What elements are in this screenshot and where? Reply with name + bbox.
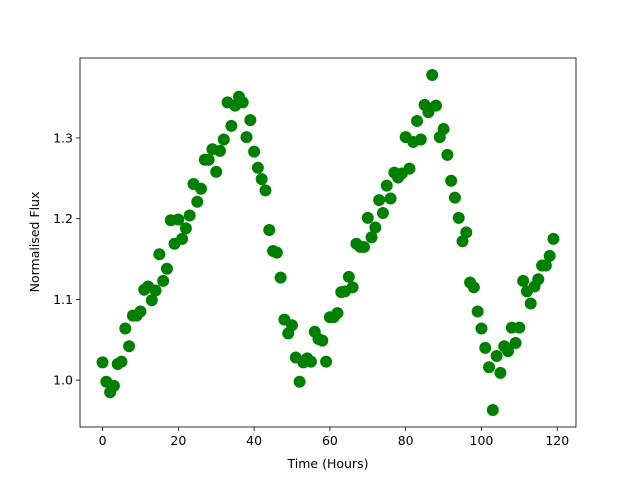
data-point xyxy=(304,355,317,368)
data-point xyxy=(172,213,185,226)
x-tick-label: 20 xyxy=(170,433,186,448)
data-point xyxy=(160,262,173,275)
data-point xyxy=(539,259,552,272)
data-point xyxy=(153,248,166,261)
data-point xyxy=(369,221,382,234)
data-point xyxy=(263,223,276,236)
data-point xyxy=(236,96,249,109)
data-point xyxy=(467,281,480,294)
data-point xyxy=(107,379,120,392)
data-point xyxy=(217,133,230,146)
data-point xyxy=(259,184,272,197)
y-tick-label: 1.0 xyxy=(53,373,73,388)
x-tick-label: 0 xyxy=(99,433,107,448)
data-point xyxy=(411,114,424,127)
x-tick-label: 60 xyxy=(322,433,338,448)
x-tick-label: 80 xyxy=(398,433,414,448)
data-point xyxy=(320,355,333,368)
x-tick-label: 120 xyxy=(545,433,569,448)
data-point xyxy=(210,165,223,178)
data-point xyxy=(145,294,158,307)
data-point xyxy=(240,131,253,144)
data-point xyxy=(490,349,503,362)
x-axis-label: Time (Hours) xyxy=(287,456,369,471)
data-point xyxy=(376,207,389,220)
data-point xyxy=(532,273,545,286)
data-point xyxy=(255,173,268,186)
data-point xyxy=(426,68,439,81)
data-point xyxy=(414,133,427,146)
data-point xyxy=(115,355,128,368)
data-point xyxy=(96,356,109,369)
data-point xyxy=(134,305,147,318)
data-point xyxy=(293,375,306,388)
data-point xyxy=(475,322,488,335)
data-point xyxy=(448,191,461,204)
x-tick-label: 40 xyxy=(246,433,262,448)
data-point xyxy=(251,161,264,174)
data-point xyxy=(365,231,378,244)
data-point xyxy=(543,249,556,262)
data-point xyxy=(437,123,450,136)
data-point xyxy=(524,297,537,310)
data-point xyxy=(373,194,386,207)
data-point xyxy=(361,211,374,224)
y-tick-label: 1.1 xyxy=(53,292,73,307)
data-point xyxy=(403,162,416,175)
y-axis-label: Normalised Flux xyxy=(27,192,42,293)
data-point xyxy=(342,270,355,283)
data-point xyxy=(445,174,458,187)
data-point xyxy=(471,305,484,318)
data-point xyxy=(270,246,283,259)
y-tick-label: 1.3 xyxy=(53,130,73,145)
data-point xyxy=(441,148,454,161)
data-point xyxy=(149,284,162,297)
plot-frame xyxy=(79,57,577,428)
data-point xyxy=(191,195,204,208)
data-point xyxy=(123,340,136,353)
data-point xyxy=(483,361,496,374)
data-point xyxy=(429,99,442,112)
data-point xyxy=(179,222,192,235)
data-point xyxy=(380,179,393,192)
data-point xyxy=(547,232,560,245)
data-point xyxy=(331,307,344,320)
data-point xyxy=(202,153,215,166)
data-point xyxy=(183,209,196,222)
data-point xyxy=(244,114,257,127)
data-point xyxy=(274,271,287,284)
data-point xyxy=(286,319,299,332)
data-point xyxy=(494,366,507,379)
data-point xyxy=(460,226,473,239)
data-point xyxy=(501,345,514,358)
data-point xyxy=(119,322,132,335)
data-point xyxy=(452,211,465,224)
y-tick-label: 1.2 xyxy=(53,211,73,226)
data-point xyxy=(357,240,370,253)
data-point xyxy=(214,144,227,157)
data-point xyxy=(176,232,189,245)
data-point xyxy=(384,192,397,205)
data-point xyxy=(316,334,329,347)
data-point xyxy=(509,337,522,350)
data-point xyxy=(248,145,261,158)
data-point xyxy=(225,119,238,132)
data-point xyxy=(157,274,170,287)
data-point xyxy=(479,341,492,354)
data-point xyxy=(195,182,208,195)
x-tick-label: 100 xyxy=(470,433,494,448)
data-point xyxy=(486,404,499,417)
data-point xyxy=(517,274,530,287)
data-point xyxy=(513,321,526,334)
data-point xyxy=(346,281,359,294)
